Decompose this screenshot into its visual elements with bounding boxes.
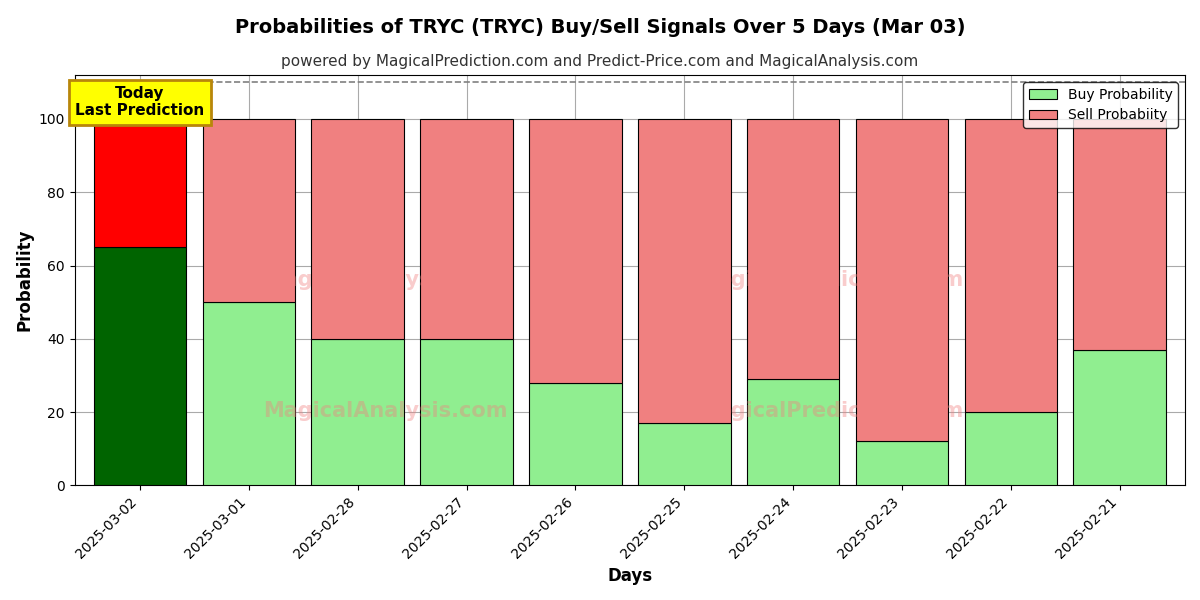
Bar (638, 119, 731, 423)
X-axis label: Days: Days (607, 567, 653, 585)
Bar (746, 119, 839, 379)
Bar (420, 119, 512, 339)
Bar (965, 412, 1057, 485)
Bar (856, 442, 948, 485)
Legend: Buy Probability, Sell Probabiity: Buy Probability, Sell Probabiity (1024, 82, 1178, 128)
Text: MagicalAnalysis.com: MagicalAnalysis.com (263, 270, 508, 290)
Bar (203, 302, 295, 485)
Bar (203, 119, 295, 302)
Bar (1074, 350, 1166, 485)
Bar (529, 383, 622, 485)
Text: MagicalPrediction.com: MagicalPrediction.com (696, 270, 964, 290)
Bar (638, 423, 731, 485)
Bar (420, 339, 512, 485)
Bar (529, 119, 622, 383)
Bar (1074, 119, 1166, 350)
Bar (94, 247, 186, 485)
Bar (965, 119, 1057, 412)
Bar (94, 119, 186, 247)
Bar (856, 119, 948, 442)
Text: powered by MagicalPrediction.com and Predict-Price.com and MagicalAnalysis.com: powered by MagicalPrediction.com and Pre… (281, 54, 919, 69)
Text: Probabilities of TRYC (TRYC) Buy/Sell Signals Over 5 Days (Mar 03): Probabilities of TRYC (TRYC) Buy/Sell Si… (235, 18, 965, 37)
Text: Today
Last Prediction: Today Last Prediction (76, 86, 204, 118)
Text: MagicalPrediction.com: MagicalPrediction.com (696, 401, 964, 421)
Bar (312, 119, 404, 339)
Y-axis label: Probability: Probability (16, 229, 34, 331)
Text: MagicalAnalysis.com: MagicalAnalysis.com (263, 401, 508, 421)
Bar (746, 379, 839, 485)
Bar (312, 339, 404, 485)
